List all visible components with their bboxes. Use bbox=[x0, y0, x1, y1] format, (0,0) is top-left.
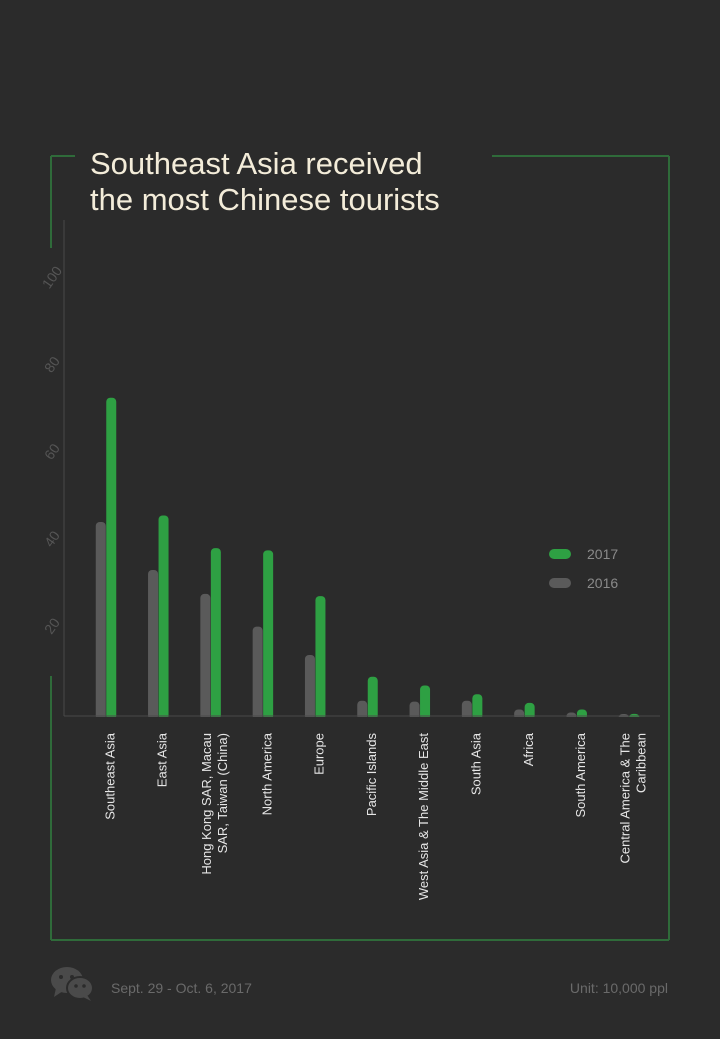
category-label-5-0: Pacific Islands bbox=[364, 733, 379, 817]
bar-2016-0 bbox=[95, 521, 106, 720]
y-tick-labels: 20 40 60 80 100 bbox=[39, 263, 66, 637]
legend-label-2017: 2017 bbox=[587, 546, 618, 562]
title-line-2: the most Chinese tourists bbox=[90, 182, 440, 217]
y-tick-20: 20 bbox=[41, 615, 63, 637]
category-label-0-0: Southeast Asia bbox=[102, 732, 117, 819]
bar-2016-4 bbox=[304, 654, 315, 720]
frame bbox=[50, 155, 670, 941]
bar-2017-3 bbox=[263, 550, 274, 720]
category-label-10-1: Caribbean bbox=[633, 733, 648, 793]
category-label-7-0: South Asia bbox=[469, 732, 484, 795]
bar-2017-6 bbox=[420, 685, 431, 720]
legend: 2017 2016 bbox=[549, 546, 618, 591]
category-label-2-1: SAR, Taiwan (China) bbox=[215, 733, 230, 853]
bar-2016-7 bbox=[461, 700, 472, 720]
legend-swatch-2017 bbox=[549, 549, 571, 559]
category-labels: Southeast Asia East Asia Hong Kong SAR, Ma… bbox=[102, 732, 648, 900]
category-label-10-0: Central America & The bbox=[617, 733, 632, 864]
page-title: Southeast Asia received the most Chinese… bbox=[90, 146, 510, 218]
bar-2017-7 bbox=[472, 694, 483, 720]
wechat-icon bbox=[51, 967, 94, 1001]
bar-2016-5 bbox=[357, 700, 368, 720]
legend-label-2016: 2016 bbox=[587, 575, 618, 591]
unit-label: Unit: 10,000 ppl bbox=[569, 980, 668, 996]
category-label-6-0: West Asia & The Middle East bbox=[416, 733, 431, 901]
bar-2017-2 bbox=[210, 548, 221, 720]
bar-2017-5 bbox=[367, 676, 378, 720]
y-tick-40: 40 bbox=[41, 528, 63, 550]
date-range: Sept. 29 - Oct. 6, 2017 bbox=[111, 980, 252, 996]
bar-2016-1 bbox=[148, 569, 159, 720]
category-label-3-0: North America bbox=[259, 732, 274, 815]
bar-2017-0 bbox=[106, 397, 117, 720]
y-tick-100: 100 bbox=[39, 263, 66, 291]
baseline-mask bbox=[64, 717, 664, 723]
bar-2017-4 bbox=[315, 596, 326, 720]
y-tick-80: 80 bbox=[41, 353, 63, 375]
category-label-4-0: Europe bbox=[312, 733, 327, 775]
category-label-8-0: Africa bbox=[521, 732, 536, 766]
bars bbox=[64, 397, 664, 723]
bar-2016-6 bbox=[409, 701, 420, 720]
title-line-1: Southeast Asia received bbox=[90, 146, 423, 181]
category-label-2-0: Hong Kong SAR, Macau bbox=[199, 733, 214, 875]
category-label-1-0: East Asia bbox=[155, 732, 170, 787]
y-tick-60: 60 bbox=[41, 440, 63, 462]
bar-2017-1 bbox=[158, 515, 169, 720]
bar-2016-3 bbox=[252, 626, 263, 720]
category-label-9-0: South America bbox=[573, 732, 588, 817]
bar-2016-2 bbox=[200, 593, 211, 720]
legend-swatch-2016 bbox=[549, 578, 571, 588]
